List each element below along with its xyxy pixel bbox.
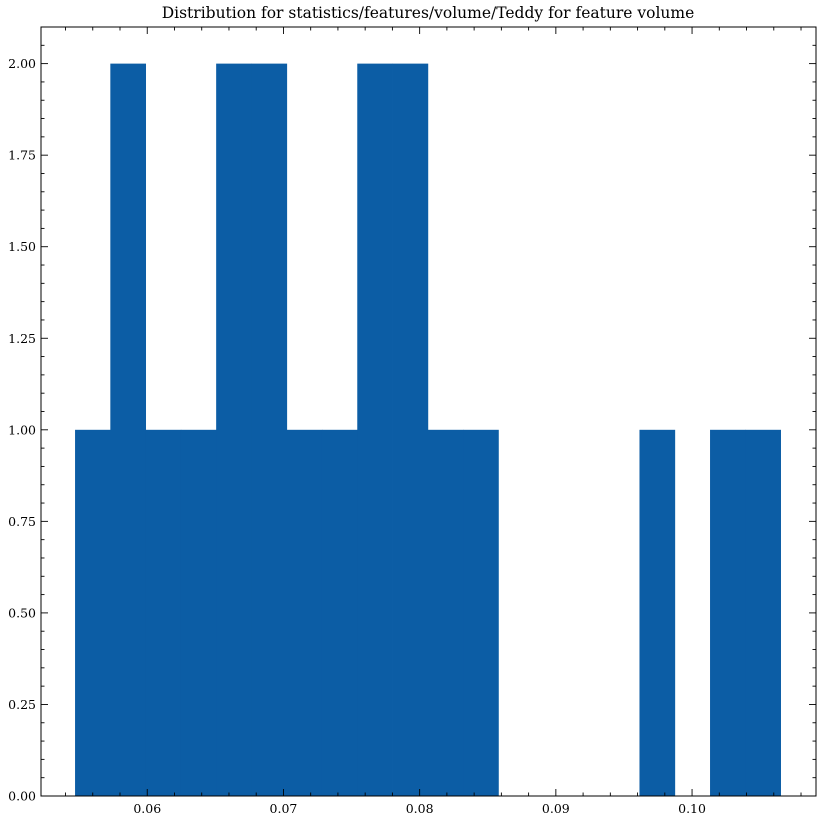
y-tick-label: 1.50 bbox=[8, 239, 36, 254]
y-tick-label: 0.25 bbox=[8, 697, 36, 712]
x-tick-label: 0.09 bbox=[542, 801, 570, 816]
histogram-bar bbox=[75, 429, 111, 796]
histogram-bar bbox=[710, 429, 746, 796]
x-tick-label: 0.06 bbox=[133, 801, 161, 816]
histogram-bar bbox=[321, 429, 358, 796]
x-tick-label: 0.07 bbox=[270, 801, 298, 816]
plot-frame bbox=[40, 26, 817, 797]
y-tick-label: 1.75 bbox=[8, 148, 36, 163]
histogram-bar bbox=[463, 429, 499, 796]
chart-title: Distribution for statistics/features/vol… bbox=[162, 4, 695, 22]
histogram-bar bbox=[110, 63, 147, 797]
histogram-bar bbox=[216, 63, 252, 797]
histogram-bar bbox=[180, 429, 217, 796]
histogram-bar bbox=[286, 429, 323, 796]
histogram-bar bbox=[745, 429, 781, 796]
histogram-bar bbox=[357, 63, 393, 797]
x-tick-label: 0.10 bbox=[678, 801, 706, 816]
histogram-bars bbox=[75, 63, 781, 797]
y-tick-label: 1.25 bbox=[8, 331, 36, 346]
y-tick-label: 1.00 bbox=[8, 422, 36, 437]
y-tick-label: 2.00 bbox=[8, 56, 36, 71]
histogram-bar bbox=[251, 63, 288, 797]
histogram-bar bbox=[427, 429, 464, 796]
axis-ticks bbox=[41, 26, 816, 797]
axis-tick-labels: 0.06 0.07 0.08 0.09 0.10 0.00 0.25 0.50 0.75 1.00… bbox=[8, 56, 706, 816]
histogram-bar bbox=[392, 63, 429, 797]
x-tick-label: 0.08 bbox=[406, 801, 434, 816]
y-tick-label: 0.50 bbox=[8, 605, 36, 620]
y-tick-label: 0.00 bbox=[8, 789, 36, 804]
y-tick-label: 0.75 bbox=[8, 514, 36, 529]
histogram-bar bbox=[639, 429, 676, 796]
histogram-bar bbox=[145, 429, 182, 796]
